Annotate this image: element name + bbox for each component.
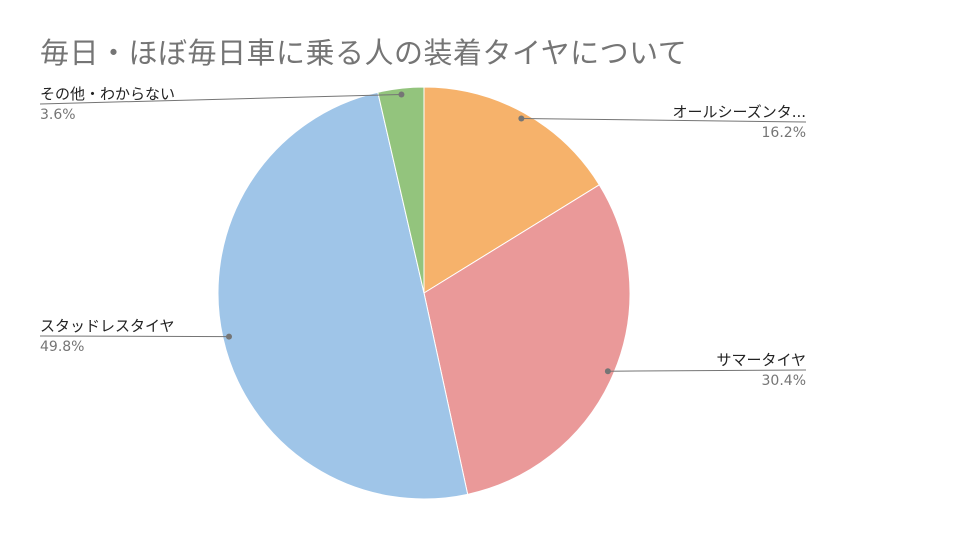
leader-line	[39, 335, 229, 338]
chart-title: 毎日・ほぼ毎日車に乗る人の装着タイヤについて	[40, 36, 688, 70]
slice-percent: 49.8%	[40, 339, 84, 355]
pie-slice	[423, 184, 631, 495]
slice-label: その他・わからない	[40, 85, 175, 103]
leader-line	[607, 369, 807, 372]
leader-line	[39, 93, 402, 105]
leader-dot	[518, 115, 525, 122]
slice-percent: 30.4%	[762, 373, 806, 389]
slice-percent: 3.6%	[40, 107, 76, 123]
leader-dot	[604, 368, 611, 375]
slice-label: サマータイヤ	[716, 351, 806, 369]
pie-slice	[377, 86, 425, 294]
pie-slice	[423, 86, 600, 294]
slice-percent: 16.2%	[762, 125, 806, 141]
leader-line	[521, 118, 807, 123]
slice-label: オールシーズンタ...	[672, 103, 806, 121]
slice-label: スタッドレスタイヤ	[40, 317, 175, 335]
leader-dot	[398, 91, 405, 98]
leader-dot	[225, 333, 232, 340]
pie-slice	[217, 91, 469, 500]
